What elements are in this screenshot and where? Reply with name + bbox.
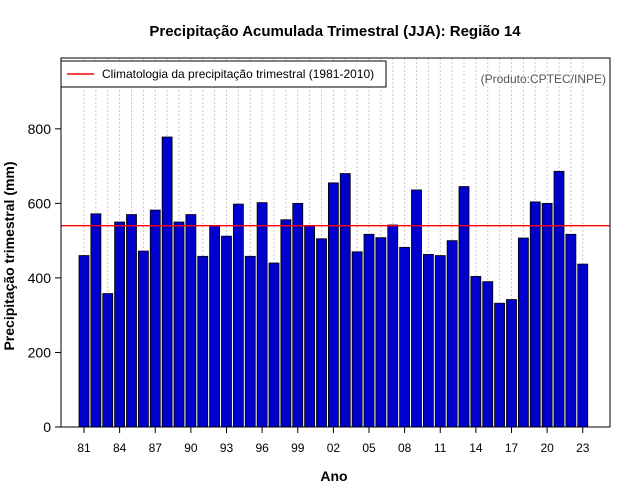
bar-2020 [541,202,553,428]
bar-2021 [553,170,565,428]
x-tick-label: 90 [184,441,198,455]
x-tick-label: 14 [469,441,483,455]
bar-2014 [470,276,482,428]
bars [78,136,589,428]
x-tick-label: 87 [149,441,163,455]
y-tick-label: 200 [28,344,52,360]
x-tick-label: 02 [327,441,341,455]
bar-2015 [482,281,494,428]
bar-2017 [506,299,517,428]
x-tick-label: 08 [398,441,412,455]
chart-title: Precipitação Acumulada Trimestral (JJA):… [149,23,521,40]
bar-1992 [209,225,221,428]
credit-label: (Produto:CPTEC/INPE) [481,72,606,86]
bar-1991 [197,255,209,428]
y-axis-label: Precipitação trimestral (mm) [1,161,17,350]
bar-1988 [161,136,173,428]
plot-frame [60,57,611,428]
bar-1981 [78,255,90,428]
y-tick-label: 600 [28,195,52,211]
y-tick-label: 800 [28,121,52,137]
bar-2008 [399,246,411,428]
bar-1985 [126,214,137,428]
bar-1996 [256,202,268,428]
bar-2002 [327,182,339,428]
x-tick-label: 81 [77,441,91,455]
bar-1990 [185,214,197,428]
bar-1984 [114,221,126,428]
x-axis: 81 84 87 90 93 96 99 02 05 08 11 14 17 20 23 [77,427,590,455]
bar-2000 [304,225,316,428]
x-tick-label: 84 [113,441,127,455]
bar-2003 [339,173,351,428]
legend-box [60,60,387,88]
x-tick-label: 17 [505,441,519,455]
bar-2006 [375,237,387,428]
x-tick-label: 20 [540,441,554,455]
legend-label: Climatologia da precipitação trimestral … [102,67,374,81]
y-tick-label: 400 [28,270,52,286]
bar-2012 [446,240,458,428]
bar-1999 [292,202,304,428]
y-axis: 0 200 400 600 800 [28,121,61,435]
bar-1982 [90,213,102,428]
bar-1998 [280,219,292,428]
bar-2016 [494,302,506,428]
bar-2010 [422,254,434,428]
x-tick-label: 05 [362,441,376,455]
bar-2007 [387,224,399,428]
x-axis-label: Ano [320,468,347,484]
bar-2022 [565,233,577,428]
x-tick-label: 96 [255,441,269,455]
bar-1995 [244,255,256,428]
x-tick-label: 23 [576,441,590,455]
legend: Climatologia da precipitação trimestral … [60,60,387,88]
bar-1986 [137,250,149,428]
x-tick-label: 93 [220,441,234,455]
bar-2011 [434,255,446,428]
bar-2019 [529,201,541,428]
bar-1989 [173,221,185,428]
bar-1994 [232,203,244,428]
bar-2004 [351,251,363,428]
y-tick-label: 0 [43,419,51,435]
bar-1983 [102,293,114,428]
x-tick-label: 99 [291,441,305,455]
bar-1987 [149,209,161,428]
bar-2005 [363,233,375,428]
bar-2001 [316,238,327,428]
bar-2013 [458,186,470,428]
bar-1997 [268,262,280,428]
x-tick-label: 11 [434,441,447,455]
bar-1993 [221,235,232,428]
bar-2023 [577,263,589,428]
bar-2018 [517,237,529,428]
